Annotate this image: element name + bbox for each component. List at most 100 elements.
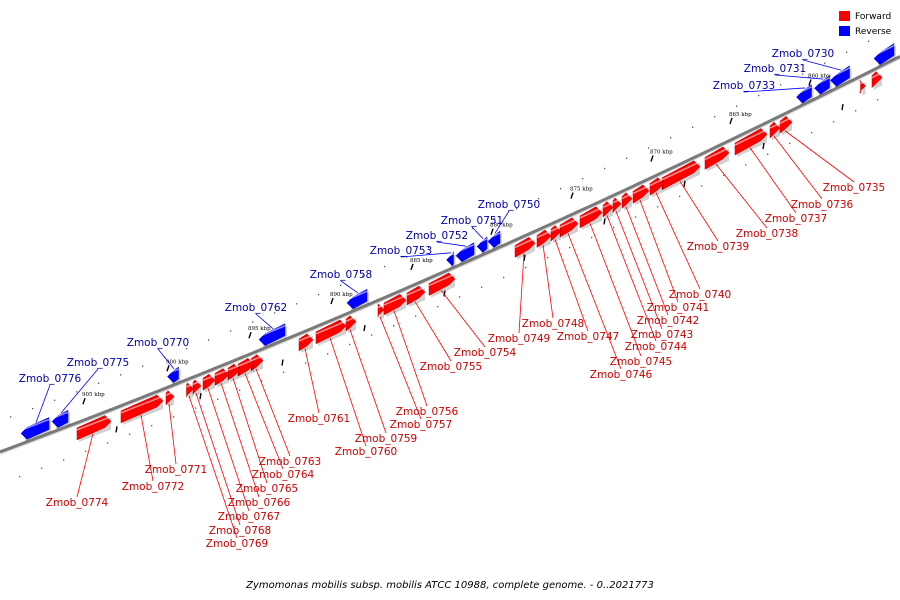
gene-label-zmob-0761: Zmob_0761 (288, 413, 350, 425)
gene-highlight (559, 218, 577, 228)
gene-highlight (649, 179, 663, 187)
guide-dot (76, 391, 78, 393)
gene-label-zmob-0750: Zmob_0750 (478, 199, 540, 211)
tick-label-875-kbp: 875 kbp (570, 187, 593, 193)
leader-zmob-0771 (168, 403, 177, 465)
gene-body (214, 368, 230, 386)
tick-mark (683, 180, 686, 188)
gene-arrow-zmob-0740 (649, 177, 665, 198)
gene-label-zmob-0751: Zmob_0751 (441, 215, 503, 227)
gene-arrow-zmob-0763 (250, 354, 264, 373)
tick-mark (650, 155, 654, 162)
guide-dot (283, 371, 285, 373)
gene-label-zmob-0770: Zmob_0770 (127, 337, 189, 349)
gene-body (779, 115, 793, 134)
leader-zmob-0739 (679, 181, 719, 242)
guide-dot (758, 94, 760, 97)
guide-dot (635, 216, 637, 218)
guide-dot (811, 131, 813, 134)
leader-zmob-0760 (329, 337, 367, 447)
gene-highlight (457, 243, 475, 253)
gene-highlight (237, 359, 253, 367)
gene-arrow-zmob-0770 (167, 366, 181, 385)
tick-label-905-kbp: 905 kbp (82, 392, 105, 398)
tick-mark (248, 331, 252, 339)
gene-label-zmob-0775: Zmob_0775 (67, 357, 129, 369)
guide-dot (481, 286, 483, 288)
guide-dot (789, 142, 791, 145)
leader-zmob-0761 (304, 348, 320, 414)
guide-dot (318, 293, 320, 296)
guide-dot (10, 416, 12, 418)
gene-highlight (448, 252, 454, 257)
guide-dot (613, 226, 615, 228)
leader-zmob-0735 (784, 130, 855, 183)
guide-dot (877, 99, 879, 101)
gene-arrow-zmob-0753 (446, 251, 456, 268)
guide-dot (349, 343, 351, 346)
leader-zmob-0751 (471, 226, 484, 239)
gene-highlight (704, 148, 728, 161)
gene-label-zmob-0758: Zmob_0758 (310, 269, 372, 281)
gene-arrow-zmob-0758 (346, 288, 369, 311)
gene-label-zmob-0737: Zmob_0737 (765, 213, 827, 225)
guide-dot (428, 246, 430, 249)
gene-arrow-zmob-0760 (315, 319, 347, 346)
gene-label-zmob-0746: Zmob_0746 (590, 369, 653, 381)
guide-dot (868, 40, 870, 42)
guide-dot (692, 126, 694, 128)
tick-label-900-kbp: 900 kbp (166, 359, 189, 365)
guide-dot (516, 207, 518, 210)
guide-dot (626, 157, 628, 159)
guide-dot (503, 276, 505, 279)
leader-zmob-0768 (195, 392, 241, 526)
gene-highlight (165, 391, 173, 396)
gene-label-zmob-0767: Zmob_0767 (218, 511, 280, 523)
gene-label-zmob-0739: Zmob_0739 (687, 241, 749, 253)
leader-zmob-0763 (255, 368, 291, 457)
gene-label-zmob-0762: Zmob_0762 (225, 302, 287, 314)
leader-zmob-0758 (340, 280, 359, 294)
guide-dot (19, 475, 21, 478)
gene-label-zmob-0733: Zmob_0733 (713, 80, 775, 92)
gene-arrow-zmob-0747 (550, 225, 562, 244)
gene-label-zmob-0776: Zmob_0776 (19, 373, 82, 385)
gene-label-zmob-0768: Zmob_0768 (209, 525, 271, 537)
gene-highlight (478, 238, 488, 244)
gene-label-zmob-0752: Zmob_0752 (406, 230, 468, 242)
gene-highlight (832, 67, 850, 78)
tick-mark (199, 392, 202, 400)
guide-dot (142, 365, 144, 367)
gene-label-zmob-0735: Zmob_0735 (823, 182, 885, 194)
guide-dot (371, 334, 373, 336)
guide-dot (384, 265, 386, 268)
tick-mark (603, 218, 606, 225)
gene-body (76, 415, 112, 441)
tick-label-870-kbp: 870 kbp (650, 149, 673, 155)
gene-highlight (298, 335, 312, 342)
gene-label-zmob-0774: Zmob_0774 (46, 497, 109, 509)
tick-mark (841, 104, 844, 111)
guide-dot (538, 198, 540, 200)
gene-highlight (489, 232, 501, 239)
gene-arrow-zmob-0762 (258, 323, 287, 348)
gene-arrow-zmob-0733 (796, 84, 814, 106)
gene-highlight (734, 129, 766, 146)
gene-label-zmob-0760: Zmob_0760 (335, 446, 397, 458)
guide-dot (450, 237, 452, 239)
guide-dot (252, 321, 254, 323)
gene-arrow-zmob-0768 (192, 379, 202, 397)
gene-arrow-zmob-0771 (165, 390, 175, 408)
legend-swatch-reverse (839, 26, 850, 36)
leader-zmob-0749 (518, 253, 525, 334)
gene-body (661, 160, 701, 191)
gene-highlight (428, 274, 454, 287)
gene-highlight (202, 375, 214, 382)
gene-arrow-zmob-0751 (476, 236, 489, 255)
gene-highlight (632, 186, 648, 195)
gene-arrow-zmob-0735 (779, 115, 793, 136)
leader-zmob-0742 (625, 206, 669, 316)
guide-dot (217, 398, 219, 400)
guide-dot (846, 51, 848, 53)
tick-label-860-kbp: 860 kbp (808, 73, 831, 79)
